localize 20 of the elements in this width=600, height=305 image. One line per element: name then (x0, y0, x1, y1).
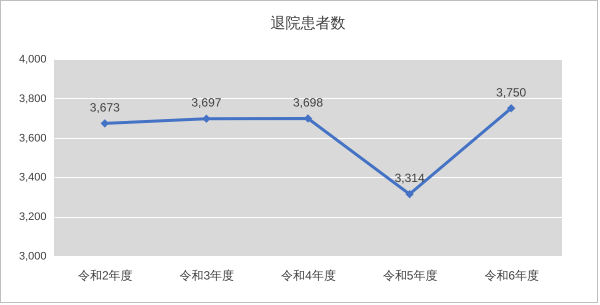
data-label: 3,673 (90, 100, 120, 114)
x-tick-label: 令和5年度 (382, 268, 438, 282)
data-label: 3,698 (292, 95, 324, 110)
x-tick-label: 令和6年度 (484, 268, 540, 282)
point (405, 190, 414, 198)
y-tick-label: 3,200 (18, 211, 46, 224)
y-tick-label: 3,400 (18, 172, 46, 184)
point (507, 104, 516, 112)
y-tick-label: 3,800 (18, 92, 46, 105)
point (100, 119, 109, 128)
data-label: 3,314 (394, 171, 425, 186)
y-tick-label: 3,000 (18, 250, 46, 262)
y-tick-label: 3,600 (18, 132, 46, 144)
chart-title: 退院患者数 (270, 15, 346, 32)
data-label: 3,750 (496, 85, 527, 100)
y-tick-label: 4,000 (18, 54, 46, 66)
data-label: 3,697 (191, 96, 222, 110)
x-tick-label: 令和4年度 (281, 268, 336, 282)
x-tick-label: 令和2年度 (78, 268, 133, 282)
x-tick-label: 令和3年度 (180, 268, 234, 282)
